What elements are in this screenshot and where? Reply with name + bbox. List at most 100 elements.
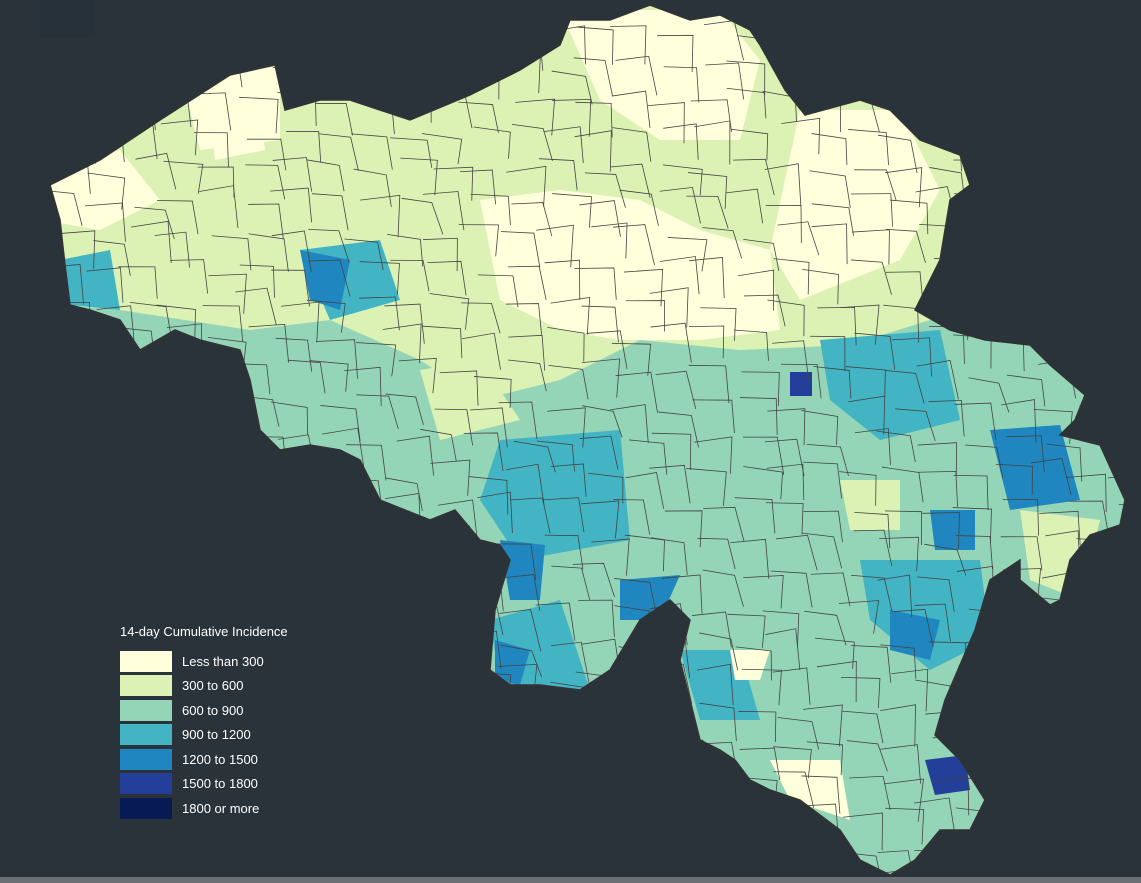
- municipality-border: [233, 571, 275, 607]
- municipality-border: [923, 54, 960, 92]
- municipality-border: [688, 172, 728, 209]
- region-area: [495, 640, 530, 685]
- municipality-border: [625, 300, 665, 332]
- municipality-border: [1006, 374, 1046, 407]
- municipality-border: [204, 470, 245, 506]
- municipality-border: [955, 294, 992, 336]
- municipality-border: [50, 678, 90, 710]
- municipality-border: [649, 287, 689, 328]
- municipality-border: [1045, 232, 1088, 272]
- municipality-border: [611, 812, 649, 850]
- municipality-border: [1084, 224, 1125, 264]
- municipality-border: [204, 508, 246, 544]
- municipality-border: [1046, 303, 1085, 341]
- municipality-border: [53, 132, 97, 164]
- municipality-border: [537, 805, 578, 843]
- municipality-border: [991, 18, 1027, 57]
- municipality-border: [270, 187, 313, 223]
- municipality-border: [573, 713, 614, 744]
- municipality-border: [194, 23, 235, 63]
- municipality-border: [321, 667, 364, 707]
- municipality-border: [965, 444, 1004, 479]
- municipality-border: [1039, 510, 1081, 546]
- municipality-border: [157, 430, 200, 469]
- municipality-border: [848, 129, 889, 166]
- municipality-border: [286, 130, 322, 163]
- municipality-border: [156, 304, 196, 340]
- municipality-border: [801, 775, 841, 814]
- municipality-border: [880, 644, 917, 679]
- municipality-border: [77, 329, 116, 370]
- municipality-border: [308, 471, 348, 511]
- municipality-border: [498, 401, 538, 440]
- municipality-border: [667, 237, 708, 272]
- municipality-border: [551, 70, 593, 105]
- municipality-border: [764, 163, 802, 207]
- municipality-border: [702, 569, 744, 607]
- municipality-border: [351, 507, 390, 544]
- municipality-border: [894, 93, 936, 124]
- municipality-border: [316, 339, 359, 379]
- municipality-border: [1106, 323, 1125, 364]
- legend-label: 1500 to 1800: [182, 776, 258, 792]
- municipality-border: [1071, 259, 1114, 293]
- municipality-border: [85, 666, 126, 703]
- municipality-border: [850, 259, 892, 295]
- municipality-border: [535, 602, 576, 641]
- municipality-border: [458, 740, 498, 782]
- municipality-border: [741, 371, 780, 407]
- municipality-border: [1105, 396, 1125, 434]
- municipality-border: [1115, 67, 1125, 102]
- municipality-border: [772, 667, 811, 705]
- legend-swatch: [120, 675, 172, 697]
- municipality-border: [548, 365, 589, 400]
- horizontal-scrollbar[interactable]: [0, 877, 1141, 883]
- municipality-border: [699, 702, 737, 742]
- municipality-border: [390, 575, 430, 609]
- municipality-border: [287, 675, 327, 711]
- municipality-border: [610, 738, 651, 777]
- legend-label: 1200 to 1500: [182, 751, 258, 767]
- municipality-border: [134, 206, 175, 240]
- municipality-border: [166, 542, 207, 575]
- municipality-border: [52, 94, 92, 126]
- municipality-border: [917, 576, 955, 612]
- municipality-border: [360, 194, 401, 238]
- municipality-border: [317, 804, 357, 846]
- municipality-border: [591, 538, 630, 576]
- municipality-border: [839, 471, 877, 506]
- municipality-border: [659, 186, 701, 224]
- municipality-border: [1117, 230, 1125, 264]
- municipality-border: [1076, 609, 1118, 652]
- municipality-border: [928, 399, 965, 437]
- municipality-border: [765, 628, 801, 671]
- municipality-border: [1030, 457, 1072, 496]
- municipality-border: [817, 306, 857, 346]
- municipality-border: [779, 837, 816, 874]
- municipality-border: [964, 640, 1002, 675]
- municipality-border: [129, 301, 172, 336]
- municipality-border: [806, 443, 849, 476]
- municipality-border: [552, 193, 592, 228]
- municipality-border: [615, 55, 658, 96]
- municipality-border: [610, 404, 649, 444]
- legend-label: 600 to 900: [182, 702, 244, 718]
- municipality-border: [395, 783, 438, 816]
- municipality-border: [1008, 667, 1049, 708]
- municipality-border: [390, 20, 431, 57]
- municipality-border: [1068, 308, 1106, 342]
- municipality-border: [511, 124, 553, 161]
- municipality-border: [772, 340, 810, 380]
- municipality-border: [705, 62, 745, 100]
- municipality-border: [395, 835, 436, 869]
- municipality-border: [81, 542, 124, 578]
- municipality-border: [388, 54, 427, 90]
- municipality-border: [767, 299, 805, 337]
- municipality-border: [398, 357, 437, 394]
- municipality-border: [813, 366, 852, 399]
- municipality-border: [466, 24, 508, 60]
- municipality-border: [538, 841, 575, 875]
- municipality-border: [349, 833, 392, 875]
- municipality-border: [955, 535, 993, 569]
- municipality-border: [654, 811, 696, 852]
